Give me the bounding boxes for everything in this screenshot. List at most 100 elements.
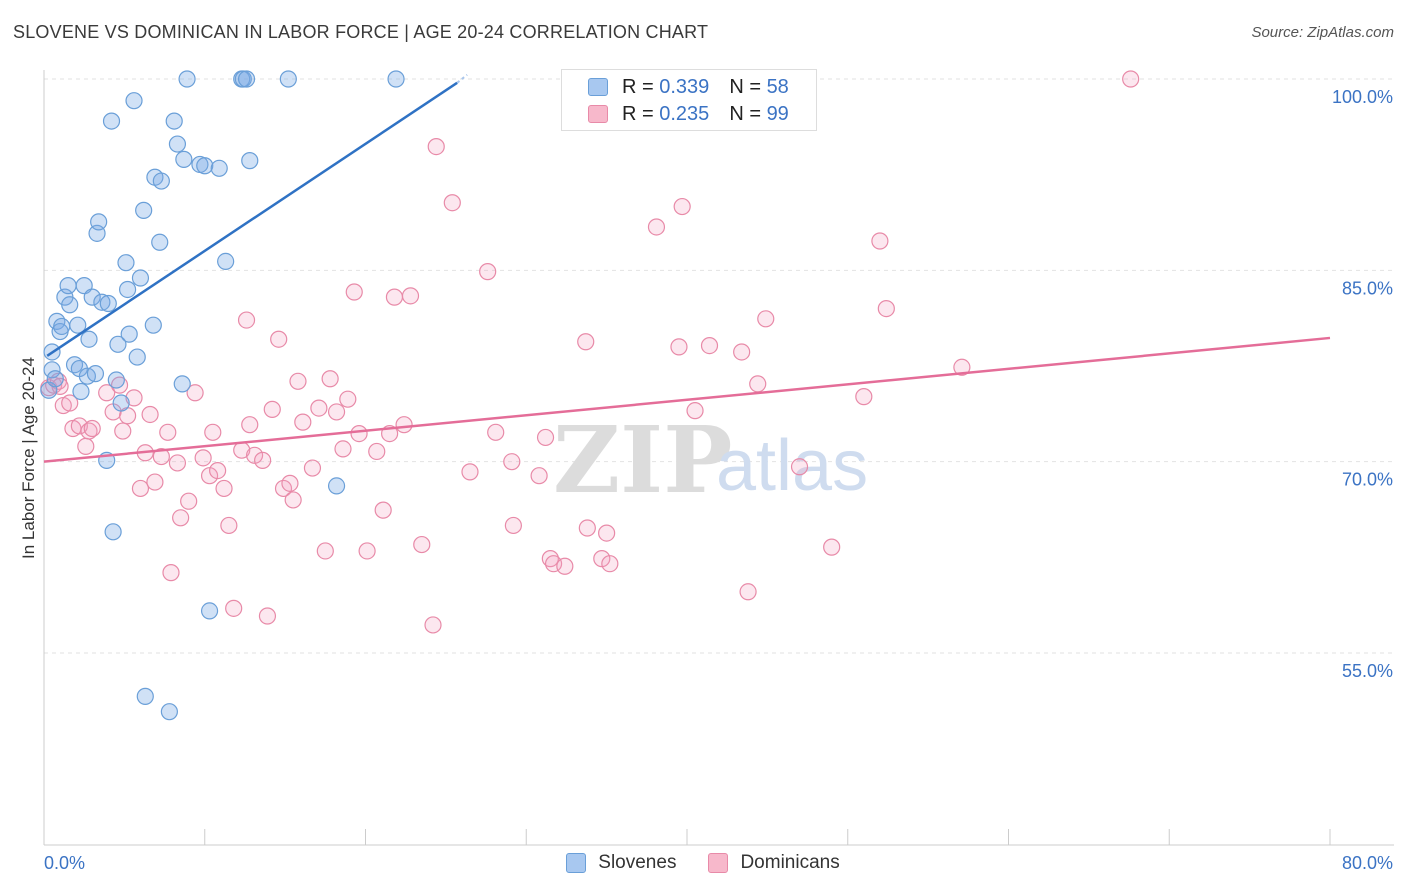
slovene-point [46, 370, 64, 388]
slovene-point [152, 172, 170, 190]
slovene-point [112, 394, 130, 412]
legend-r-value-dominicans: 0.235 [659, 102, 710, 125]
dominican-point [114, 422, 132, 440]
slovene-point [43, 361, 61, 379]
dominican-point [172, 509, 190, 527]
slovene-point [118, 280, 137, 299]
dominican-point [401, 287, 420, 305]
dominican-point [159, 423, 177, 441]
dominicans-legend-swatch [708, 853, 729, 873]
dominican-point [536, 428, 555, 447]
slovene-point [125, 92, 143, 110]
dominican-point [953, 358, 971, 376]
dominican-point [670, 338, 688, 356]
dominican-point [204, 423, 222, 441]
slovene-point [83, 288, 101, 306]
dominican-point [289, 372, 307, 390]
dominican-point [152, 447, 170, 466]
slovene-point [120, 325, 138, 343]
dominican-point [350, 425, 368, 443]
watermark-zip: ZIP [553, 406, 732, 514]
dominican-point [186, 384, 204, 402]
dominican-point [1122, 70, 1140, 88]
x-ticks [204, 829, 1331, 845]
legend-item-dominicans[interactable]: Dominicans [708, 852, 840, 874]
slovene-point [90, 213, 108, 231]
y-tick-labels: 55.0% 70.0% 85.0% 100.0% [1332, 87, 1393, 681]
dominican-point [220, 516, 238, 535]
slovene-point [109, 335, 127, 353]
dominican-point [83, 419, 101, 438]
trend-lines [43, 74, 1331, 463]
legend-n-label: N = [729, 75, 761, 98]
dominican-point [577, 333, 595, 351]
dominican-point [823, 538, 841, 556]
dominican-point [263, 400, 281, 418]
slovene-point [144, 316, 162, 334]
slovene-point [210, 159, 228, 177]
slovene-point [61, 296, 79, 314]
dominican-point [358, 542, 376, 560]
slovene-point [327, 477, 346, 495]
slovene-point [196, 157, 214, 175]
slovenes-legend-swatch [566, 853, 587, 873]
x-tick-label: 0.0% [44, 853, 85, 873]
slovene-point [80, 330, 98, 348]
slovene-point [151, 233, 169, 251]
slovene-point [165, 112, 183, 130]
dominican-point [254, 451, 272, 469]
dominican-point [541, 550, 559, 568]
dominican-point [578, 519, 596, 537]
dominican-point [70, 417, 88, 435]
dominican-point [479, 263, 497, 281]
dominican-point [503, 453, 521, 471]
dominican-point [162, 564, 180, 582]
dominican-point [294, 413, 312, 431]
slovenes-trend-extension [456, 74, 468, 84]
dominican-point [110, 376, 129, 394]
dominican-point [443, 194, 461, 212]
dominican-point [327, 403, 346, 421]
dominican-point [281, 474, 299, 492]
slovenes-points [40, 70, 405, 721]
x-tick-label: 80.0% [1342, 853, 1393, 873]
dominican-point [427, 138, 445, 156]
y-tick-label: 70.0% [1342, 470, 1393, 490]
dominican-point [374, 501, 392, 519]
dominican-point [424, 616, 442, 634]
legend-n-value-slovenes: 58 [766, 75, 789, 98]
dominican-point [598, 524, 616, 542]
slovene-point [104, 523, 122, 541]
correlation-legend: R = 0.339 N = 58 R = 0.235 N = 99 [561, 69, 817, 131]
dominicans-swatch [588, 105, 608, 123]
dominican-point [180, 492, 198, 510]
legend-row-slovenes: R = 0.339 N = 58 [588, 75, 789, 99]
legend-r-label: R = [622, 75, 654, 98]
dominican-point [284, 491, 302, 509]
slovenes-trend-line [46, 81, 458, 357]
slovenes-swatch [588, 78, 608, 96]
slovene-point [72, 382, 90, 401]
y-tick-label: 85.0% [1342, 278, 1393, 298]
legend-n-label: N = [729, 102, 761, 125]
slovene-point [69, 316, 87, 334]
dominican-point [647, 218, 666, 236]
legend-row-dominicans: R = 0.235 N = 99 [588, 102, 789, 126]
legend-item-slovenes[interactable]: Slovenes [566, 852, 676, 874]
slovene-point [279, 70, 297, 88]
slovene-point [102, 112, 121, 130]
dominican-point [258, 607, 277, 625]
dominican-point [310, 399, 328, 417]
dominican-point [544, 555, 563, 573]
dominican-point [739, 583, 757, 601]
slovene-point [217, 252, 235, 271]
slovene-point [86, 365, 105, 383]
dominican-point [461, 463, 479, 481]
dominican-point [556, 557, 574, 575]
dominican-point [194, 449, 212, 467]
slovene-point [48, 312, 66, 330]
dominican-point [877, 300, 895, 318]
dominican-point [530, 467, 548, 485]
chart-source: Source: ZipAtlas.com [1251, 24, 1394, 41]
